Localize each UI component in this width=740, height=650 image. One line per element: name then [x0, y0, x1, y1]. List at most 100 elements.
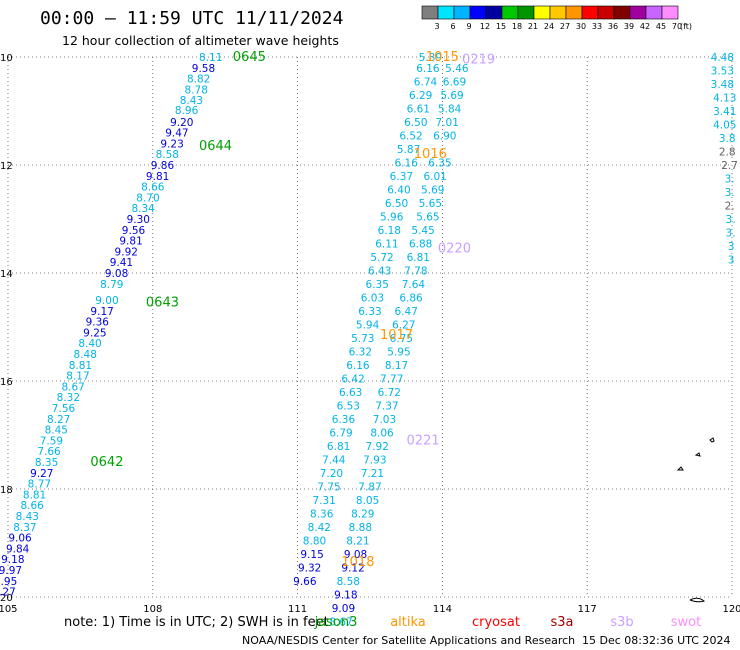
wave-height-value: 8.29	[351, 508, 374, 520]
wave-height-value: 7.31	[312, 495, 335, 507]
wave-height-value: 8.58	[156, 149, 179, 161]
wave-height-value: 6.86	[399, 292, 423, 304]
wave-height-value: 8.35	[35, 457, 58, 469]
pass-time-label: 0644	[199, 139, 232, 154]
wave-height-value: 5.65	[416, 211, 439, 223]
wave-height-value: 9.47	[165, 128, 188, 140]
credit-text: NOAA/NESDIS Center for Satellite Applica…	[242, 634, 575, 647]
wave-height-value: 6.50	[385, 198, 408, 210]
wave-height-value: 9.18	[334, 589, 357, 601]
legend-value: 30	[576, 22, 586, 31]
wave-height-value: 9.92	[115, 246, 138, 258]
wave-height-value: 8.27	[47, 414, 70, 426]
wave-height-value: 7.75	[317, 481, 340, 493]
wave-height-value: 6.81	[327, 441, 350, 453]
wave-height-value: 9.32	[298, 562, 321, 574]
satellite-name: s3b	[610, 615, 633, 630]
wave-height-value: 3.	[725, 187, 735, 199]
wave-height-value: 9.00	[95, 295, 118, 307]
legend-value: 36	[608, 22, 618, 31]
wave-height-value: 6.29	[409, 90, 432, 102]
wave-height-value: 3.41	[713, 106, 736, 118]
wave-height-value: 5.69	[421, 184, 444, 196]
lat-tick-label: 20	[0, 593, 13, 604]
legend-value: 24	[544, 22, 554, 31]
altimeter-tracks: 8.119.588.828.788.438.969.209.479.238.58…	[0, 52, 738, 628]
wave-height-value: 9.17	[90, 306, 113, 318]
wave-height-value: 3.8	[719, 133, 736, 145]
island-shape	[676, 466, 684, 471]
wave-height-value: 7.21	[361, 468, 384, 480]
wave-height-value: 6.36	[332, 414, 356, 426]
legend-swatch	[613, 5, 631, 20]
wave-height-value: 6.43	[368, 265, 391, 277]
legend-value: 39	[624, 22, 634, 31]
wave-height-value: 7.20	[320, 468, 343, 480]
wave-height-value: 8.21	[346, 535, 369, 547]
wave-height-value: 6.53	[337, 400, 360, 412]
wave-height-value: 8.81	[23, 489, 46, 501]
wave-height-value: 8.06	[370, 427, 394, 439]
wave-height-value: 5.65	[419, 198, 442, 210]
wave-height-value: 6.11	[375, 238, 398, 250]
legend-value: 42	[640, 22, 650, 31]
pass-time-label: 0643	[146, 296, 179, 311]
wave-height-value: 8.67	[329, 616, 352, 628]
wave-height-value: 8.43	[16, 511, 39, 523]
wave-height-value: 7.93	[363, 454, 386, 466]
lat-tick-label: 16	[0, 377, 13, 388]
legend-value: 18	[512, 22, 522, 31]
wave-height-value: 9.58	[192, 63, 215, 75]
wave-height-value: 3.53	[711, 66, 734, 78]
wave-height-value: 4.13	[713, 93, 736, 105]
wave-height-value: 6.88	[409, 238, 432, 250]
legend-value: 12	[480, 22, 490, 31]
wave-height-value: 5.87	[397, 144, 420, 156]
wave-height-value: 5.69	[440, 90, 463, 102]
wave-height-value: 7.64	[402, 279, 426, 291]
wave-height-value: 6.52	[399, 130, 422, 142]
legend-value: 15	[496, 22, 506, 31]
wave-height-value: 6.03	[361, 292, 384, 304]
wave-height-value: 6.35	[366, 279, 389, 291]
wave-height-value: 7.03	[373, 414, 396, 426]
wave-height-value: 5.95	[387, 346, 410, 358]
wave-height-value: 10.27	[0, 587, 16, 599]
legend-swatch	[597, 5, 615, 20]
wave-height-value: 8.79	[100, 279, 123, 291]
legend-swatch	[421, 5, 439, 20]
wave-height-value: 5.89	[419, 52, 442, 64]
wave-height-value: 6.40	[387, 184, 410, 196]
legend-swatch	[453, 5, 471, 20]
wave-height-value: 6.90	[433, 130, 456, 142]
legend-value: 9	[466, 22, 471, 31]
lat-tick-label: 14	[0, 269, 13, 280]
coast-shape	[689, 597, 706, 603]
legend-value: 3	[434, 22, 439, 31]
wave-height-value: 5.84	[438, 103, 462, 115]
legend-value: 45	[656, 22, 666, 31]
wave-height-value: 8.48	[74, 349, 97, 361]
wave-height-value: 8.11	[199, 52, 222, 64]
wave-height-value: 8.67	[61, 381, 84, 393]
wave-height-value: 9.66	[293, 576, 317, 588]
legend-swatch	[437, 5, 455, 20]
island-shape	[694, 452, 701, 457]
wave-height-value: 8.96	[175, 105, 199, 117]
wave-height-value: 8.70	[136, 192, 159, 204]
wave-height-value: 2.7	[721, 160, 738, 172]
legend-value: 21	[528, 22, 538, 31]
wave-height-value: 2.	[725, 201, 735, 213]
wave-height-value: 9.08	[344, 549, 367, 561]
wave-height-value: 8.05	[356, 495, 379, 507]
legend-swatch	[533, 5, 551, 20]
wave-height-value: 4.48	[711, 52, 734, 64]
wave-height-value: 3.	[726, 228, 736, 240]
wave-height-value: 9.15	[300, 549, 323, 561]
wave-height-value: 9.97	[0, 565, 22, 577]
wave-height-value: 6.79	[329, 427, 352, 439]
lon-tick-label: 108	[143, 604, 162, 615]
wave-height-value: 6.35	[428, 157, 451, 169]
legend-swatch	[485, 5, 503, 20]
